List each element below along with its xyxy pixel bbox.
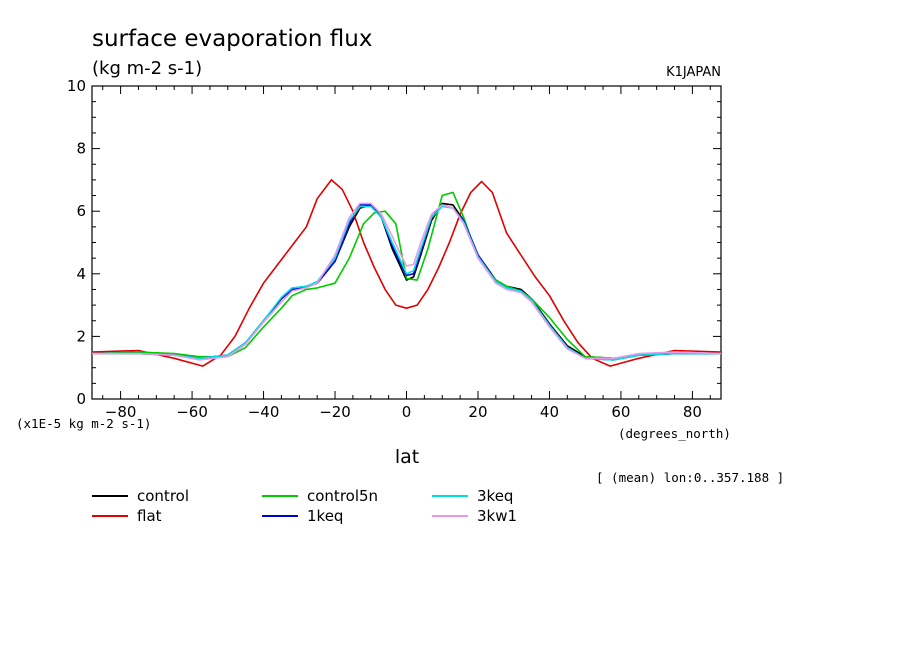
y-tick-label: 6 bbox=[76, 202, 86, 220]
y-tick-label: 10 bbox=[67, 77, 86, 95]
y-scale-label: (x1E-5 kg m-2 s-1) bbox=[16, 416, 151, 431]
x-tick-label: 0 bbox=[402, 403, 412, 421]
y-tick-label: 0 bbox=[76, 390, 86, 408]
series-line-control5n bbox=[91, 191, 721, 360]
x-units-label: (degrees_north) bbox=[618, 426, 731, 441]
y-tick-label: 8 bbox=[76, 140, 86, 158]
legend-label-flat: flat bbox=[137, 507, 162, 525]
plot-area: −80 −60 −40 −20 0 20 40 60 80 0 2 4 6 8 10 bbox=[67, 77, 722, 421]
chart-subtitle: (kg m-2 s-1) bbox=[92, 58, 202, 79]
legend: control control5n 3keq flat 1keq 3kw1 bbox=[92, 487, 517, 525]
series-line-flat bbox=[91, 179, 722, 367]
institution-label: K1JAPAN bbox=[666, 65, 721, 80]
x-tick-label: −20 bbox=[319, 403, 351, 421]
legend-label-control5n: control5n bbox=[307, 487, 378, 505]
x-tick-label: 40 bbox=[540, 403, 559, 421]
x-tick-label: 60 bbox=[611, 403, 630, 421]
x-tick-label: −60 bbox=[176, 403, 208, 421]
legend-label-3kw1: 3kw1 bbox=[477, 507, 517, 525]
series-line-3keq bbox=[92, 205, 721, 361]
plot-frame bbox=[91, 85, 722, 400]
y-tick-label: 2 bbox=[76, 327, 86, 345]
chart-title: surface evaporation flux bbox=[92, 26, 372, 52]
x-tick-label: 80 bbox=[683, 403, 702, 421]
series-line-3kw1 bbox=[92, 202, 722, 361]
x-tick-label: −40 bbox=[248, 403, 280, 421]
x-tick-label: 20 bbox=[468, 403, 487, 421]
axis-ticks: −80 −60 −40 −20 0 20 40 60 80 0 2 4 6 8 10 bbox=[67, 77, 721, 421]
x-axis-label: lat bbox=[395, 446, 419, 468]
legend-label-control: control bbox=[137, 487, 189, 505]
footnote: [ (mean) lon:0..357.188 ] bbox=[596, 470, 784, 485]
series-line-control bbox=[92, 202, 721, 360]
series-line-1keq bbox=[92, 204, 721, 361]
series-layer bbox=[91, 179, 722, 367]
x-tick-label: −80 bbox=[105, 403, 137, 421]
legend-label-1keq: 1keq bbox=[307, 507, 343, 525]
y-tick-label: 4 bbox=[76, 265, 86, 283]
legend-label-3keq: 3keq bbox=[477, 487, 513, 505]
